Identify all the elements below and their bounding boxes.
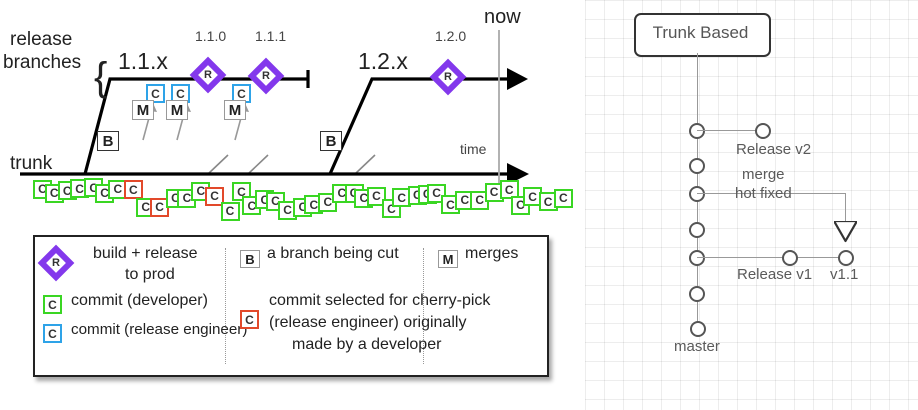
svg-text:{: { — [94, 55, 107, 99]
